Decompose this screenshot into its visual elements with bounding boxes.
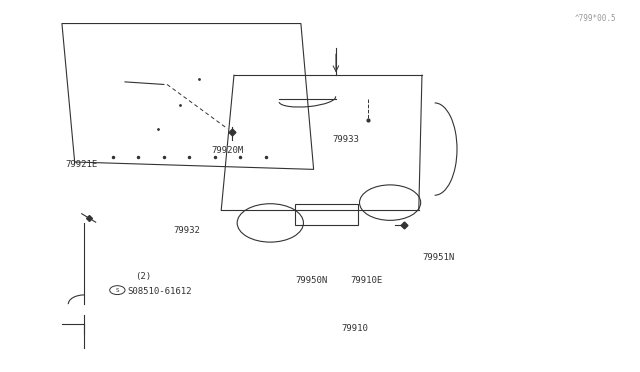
Text: 79920M: 79920M [212, 147, 244, 155]
Text: 79933: 79933 [333, 135, 360, 144]
Text: 79910E: 79910E [351, 276, 383, 285]
Text: ^799*00.5: ^799*00.5 [575, 13, 616, 22]
Text: S08510-61612: S08510-61612 [127, 287, 191, 296]
Text: 79910: 79910 [342, 324, 369, 333]
Text: 79932: 79932 [173, 226, 200, 235]
Text: 79921E: 79921E [65, 160, 97, 169]
Text: 79951N: 79951N [422, 253, 454, 263]
Text: S: S [116, 288, 119, 293]
Text: 79950N: 79950N [296, 276, 328, 285]
Text: (2): (2) [135, 272, 151, 281]
